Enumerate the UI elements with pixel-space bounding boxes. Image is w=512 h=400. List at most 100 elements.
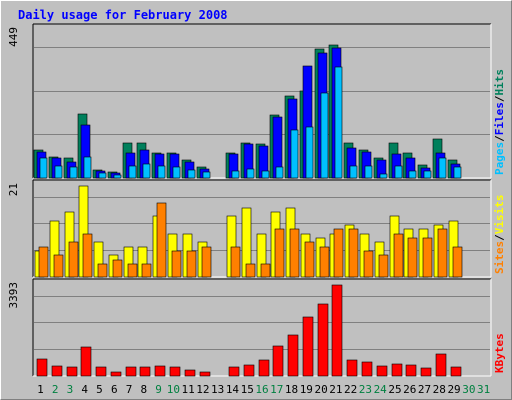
x-tick-label-12: 12 (196, 383, 209, 396)
x-tick-label-7: 7 (126, 383, 133, 396)
x-tick-label-18: 18 (285, 383, 298, 396)
x-tick-label-10: 10 (167, 383, 180, 396)
legend-top: Pages/Files/Hits (493, 69, 506, 175)
bar-sites-day-6 (112, 259, 123, 278)
x-tick-label-31: 31 (477, 383, 490, 396)
legend-separator: / (493, 95, 506, 102)
x-tick-label-17: 17 (270, 383, 283, 396)
bar-kbytes-day-5 (95, 366, 107, 377)
bar-pages-day-9 (157, 165, 166, 179)
x-tick-label-1: 1 (37, 383, 44, 396)
x-tick-label-30: 30 (462, 383, 475, 396)
bar-pages-day-11 (187, 169, 196, 179)
x-tick-label-26: 26 (403, 383, 416, 396)
x-tick-label-13: 13 (211, 383, 224, 396)
bar-pages-day-18 (290, 129, 299, 179)
bar-sites-day-19 (304, 241, 315, 278)
bar-sites-day-21 (333, 228, 344, 278)
bar-pages-day-23 (364, 165, 373, 179)
bar-pages-day-19 (305, 126, 314, 179)
bar-sites-day-17 (274, 228, 285, 278)
bar-sites-day-12 (201, 246, 212, 278)
bar-pages-day-5 (98, 172, 107, 179)
bar-kbytes-day-17 (272, 345, 284, 377)
bar-kbytes-day-7 (125, 366, 137, 377)
bar-pages-day-12 (202, 171, 211, 179)
x-tick-label-21: 21 (329, 383, 342, 396)
bar-kbytes-day-1 (36, 358, 48, 377)
legend-files: Files (493, 102, 506, 135)
bar-sites-day-25 (393, 233, 404, 278)
legend-hits: Hits (493, 69, 506, 96)
y-max-label: 21 (7, 183, 20, 196)
bar-sites-day-26 (407, 237, 418, 278)
legend-bottom: KBytes (493, 333, 506, 373)
bar-sites-day-20 (319, 246, 330, 278)
bar-sites-day-7 (127, 263, 138, 278)
bar-kbytes-day-28 (435, 353, 447, 377)
bar-sites-day-24 (378, 254, 389, 278)
x-tick-label-4: 4 (81, 383, 88, 396)
bar-pages-day-6 (113, 174, 122, 179)
bar-pages-day-15 (246, 168, 255, 179)
bar-kbytes-day-2 (51, 365, 63, 377)
chart-title: Daily usage for February 2008 (18, 8, 228, 22)
bar-kbytes-day-10 (169, 366, 181, 377)
x-tick-label-27: 27 (418, 383, 431, 396)
bar-kbytes-day-21 (331, 284, 343, 377)
y-max-label: 3393 (7, 282, 20, 309)
legend-separator: / (493, 135, 506, 142)
x-tick-label-23: 23 (359, 383, 372, 396)
bar-kbytes-day-11 (184, 369, 196, 377)
bar-kbytes-day-19 (302, 316, 314, 377)
bar-kbytes-day-20 (317, 303, 329, 377)
x-tick-label-14: 14 (226, 383, 240, 396)
bar-pages-day-8 (142, 163, 151, 179)
x-tick-label-24: 24 (374, 383, 388, 396)
x-tick-label-19: 19 (300, 383, 313, 396)
legend-visits: Visits (493, 195, 506, 235)
bar-pages-day-28 (438, 157, 447, 179)
bar-sites-day-29 (452, 246, 463, 278)
x-tick-label-2: 2 (52, 383, 59, 396)
bar-pages-day-25 (394, 165, 403, 179)
x-tick-label-28: 28 (433, 383, 446, 396)
x-tick-label-5: 5 (96, 383, 103, 396)
bar-sites-day-8 (141, 263, 152, 278)
bar-kbytes-day-24 (376, 365, 388, 377)
x-tick-label-9: 9 (155, 383, 162, 396)
bar-pages-day-2 (54, 165, 63, 179)
x-tick-label-8: 8 (140, 383, 147, 396)
bar-kbytes-day-27 (420, 367, 432, 377)
bar-pages-day-22 (349, 165, 358, 179)
bar-pages-day-3 (69, 166, 78, 179)
bar-pages-day-1 (39, 157, 48, 179)
bar-pages-day-17 (275, 166, 284, 179)
bar-kbytes-day-29 (450, 366, 462, 377)
bar-kbytes-day-9 (154, 365, 166, 377)
legend-separator: / (493, 234, 506, 241)
bar-pages-day-20 (320, 92, 329, 179)
x-tick-label-22: 22 (344, 383, 357, 396)
legend-middle: Sites/Visits (493, 195, 506, 275)
bar-kbytes-day-12 (199, 371, 211, 377)
bar-kbytes-day-26 (405, 364, 417, 377)
bar-kbytes-day-8 (139, 366, 151, 377)
bar-kbytes-day-6 (110, 371, 122, 377)
bar-sites-day-3 (68, 241, 79, 278)
legend-kbytes: KBytes (493, 333, 506, 373)
bar-pages-day-16 (261, 170, 270, 179)
bar-pages-day-10 (172, 166, 181, 179)
bar-sites-day-14 (230, 246, 241, 278)
x-tick-label-16: 16 (255, 383, 268, 396)
bar-sites-day-10 (171, 250, 182, 278)
x-tick-label-25: 25 (388, 383, 401, 396)
bar-kbytes-day-25 (391, 363, 403, 377)
bar-sites-day-16 (260, 263, 271, 278)
bar-pages-day-29 (453, 166, 462, 179)
bar-sites-day-1 (38, 246, 49, 278)
bar-sites-day-23 (363, 250, 374, 278)
bar-kbytes-day-14 (228, 366, 240, 377)
y-max-label: 449 (7, 27, 20, 47)
bar-sites-day-28 (437, 228, 448, 278)
